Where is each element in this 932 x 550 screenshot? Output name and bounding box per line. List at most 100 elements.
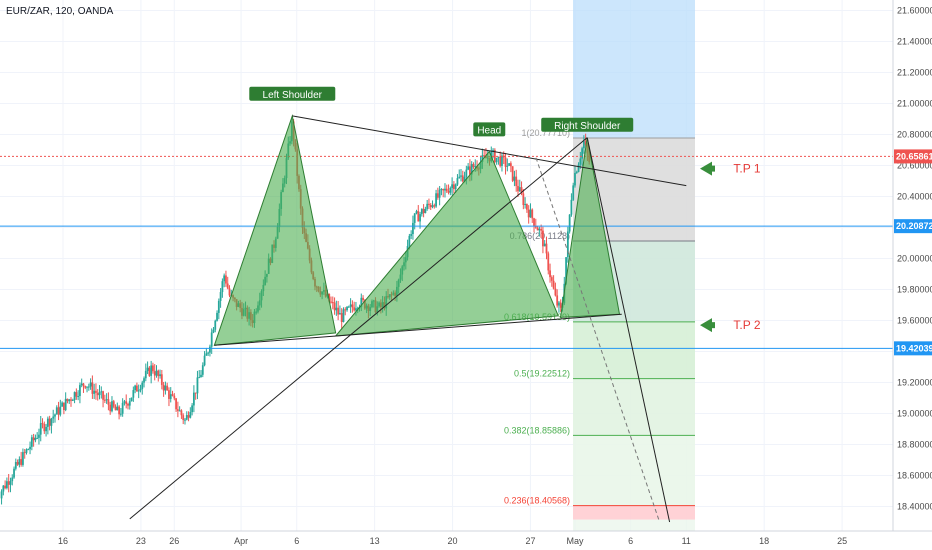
candle-body [463,177,466,182]
candle-body [511,166,514,181]
candle-body [469,166,471,175]
candle-body [23,452,26,454]
candle-body [582,141,585,149]
candle-body [355,308,357,311]
x-tick-label: 13 [370,536,380,546]
candle-body [144,370,147,379]
candle-body [529,209,532,218]
candle-body [103,399,106,401]
candle-body [169,394,172,399]
candle-body [146,367,149,371]
candle-body [118,406,120,415]
candle-body [515,176,518,186]
candle-body [114,406,117,411]
candle-body [0,491,3,499]
candle-body [522,193,525,206]
candle-body [45,426,47,432]
candle-body [102,391,104,400]
x-tick-label: 23 [136,536,146,546]
candle-body [538,228,541,231]
candle-body [470,164,473,175]
candle-body [360,297,363,308]
pattern-label-box [541,117,634,132]
candle-body [572,185,575,200]
candle-body [153,371,156,376]
candle-body [82,383,85,387]
candle-body [93,390,96,394]
candle-body [451,184,454,188]
candle-body [216,312,218,321]
candle-body [160,374,163,385]
candle-body [32,437,35,441]
x-tick-label: 16 [58,536,68,546]
pattern-triangle[interactable] [334,150,560,337]
trend-line[interactable] [586,137,671,523]
candle-body [574,172,576,186]
trend-line[interactable] [129,137,588,520]
candle-body [212,329,215,333]
candle-body [552,280,555,289]
y-tick-label: 21.20000 [897,68,932,78]
candle-body [203,355,206,366]
candle-body [426,203,429,209]
fib-label: 1(20.77710) [521,128,570,138]
price-tag [894,219,932,234]
pattern-label: Left Shoulder [263,90,323,101]
candle-body [461,175,464,182]
candle-body [506,165,509,167]
candle-body [483,155,486,157]
candle-body [226,283,229,289]
candle-body [410,234,413,236]
trend-line[interactable] [292,115,687,187]
candle-body [109,404,112,412]
pattern-label-box [473,122,506,137]
target-arrow-tail [710,165,715,172]
candle-body [127,403,129,406]
candle-body [452,184,455,190]
candle-body [221,281,224,293]
candle-body [440,189,443,191]
candle-body [175,398,177,410]
price-tag [894,341,932,356]
projection-zone [573,0,695,139]
candle-body [577,164,580,172]
candle-body [27,449,30,451]
candle-body [342,309,345,322]
candle-body [41,423,44,425]
candle-body [428,203,430,205]
candle-body [134,385,137,391]
candle-body [570,199,573,215]
candle-body [55,407,58,415]
candle-body [182,415,185,421]
target-arrow-tail [710,322,715,329]
candle-body [436,193,439,198]
candle-body [346,306,348,311]
candle-body [533,218,535,227]
candle-body [112,401,115,407]
candle-body [497,156,500,158]
candle-body [84,386,87,388]
candle-body [415,211,418,214]
candle-body [148,367,151,376]
candle-body [504,157,507,167]
candle-body [481,155,484,163]
candle-body [527,209,530,218]
fib-label: 0.382(18.85886) [504,425,570,435]
candle-body [87,386,90,388]
candle-body [568,214,571,232]
candle-body [57,407,60,415]
candle-body [95,390,97,393]
trend-line[interactable] [214,313,622,346]
pattern-triangle[interactable] [213,113,337,346]
candle-body [584,141,587,145]
y-tick-label: 21.40000 [897,37,932,47]
candle-body [492,149,494,152]
candle-body [150,365,153,376]
candle-body [38,434,40,438]
candle-body [173,395,176,399]
candle-body [520,187,523,194]
candle-body [20,459,23,465]
candle-body [30,437,33,447]
